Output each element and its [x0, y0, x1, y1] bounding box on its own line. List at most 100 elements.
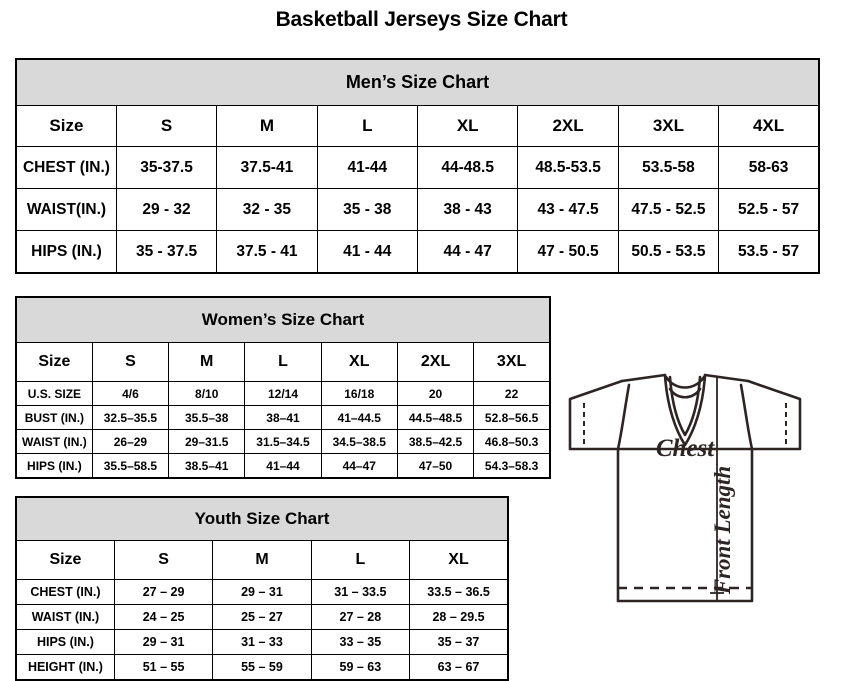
- youth-chest-s: 27 – 29: [113, 579, 214, 605]
- mens-chest-s: 35-37.5: [115, 146, 218, 189]
- womens-header-s: S: [91, 342, 170, 382]
- womens-hips-l: 41–44: [244, 453, 322, 479]
- womens-ussize-3xl: 22: [473, 381, 551, 406]
- womens-ussize-m: 8/10: [168, 381, 246, 406]
- left-shoulder-line: [620, 373, 667, 383]
- left-sleeve-seam: [616, 383, 631, 451]
- mens-row-label-hips: HIPS (IN.): [15, 230, 117, 274]
- womens-header-l: L: [244, 342, 322, 382]
- womens-ussize-2xl: 20: [396, 381, 475, 406]
- table-row: HIPS (IN.) 29 – 31 31 – 33 33 – 35 35 – …: [15, 629, 509, 655]
- youth-chest-xl: 33.5 – 36.5: [409, 579, 509, 605]
- mens-size-chart-table: Men’s Size Chart Size S M L XL 2XL 3XL 4…: [15, 58, 820, 274]
- youth-waist-l: 27 – 28: [310, 604, 411, 630]
- womens-header-2xl: 2XL: [396, 342, 475, 382]
- table-row: HIPS (IN.) 35.5–58.5 38.5–41 41–44 44–47…: [15, 453, 551, 479]
- youth-height-s: 51 – 55: [113, 654, 214, 681]
- mens-hips-2xl: 47 - 50.5: [517, 230, 619, 274]
- table-row: HEIGHT (IN.) 51 – 55 55 – 59 59 – 63 63 …: [15, 654, 509, 681]
- womens-waist-l: 31.5–34.5: [244, 429, 322, 454]
- youth-height-xl: 63 – 67: [409, 654, 509, 681]
- mens-header-row: Size S M L XL 2XL 3XL 4XL: [15, 105, 820, 147]
- youth-header-row: Size S M L XL: [15, 540, 509, 580]
- youth-waist-xl: 28 – 29.5: [409, 604, 509, 630]
- youth-header-size: Size: [15, 540, 115, 580]
- youth-hips-l: 33 – 35: [310, 629, 411, 655]
- mens-chest-3xl: 53.5-58: [617, 146, 720, 189]
- womens-ussize-s: 4/6: [91, 381, 170, 406]
- mens-hips-3xl: 50.5 - 53.5: [617, 230, 720, 274]
- womens-bust-l: 38–41: [244, 405, 322, 430]
- womens-row-label-us-size: U.S. SIZE: [15, 381, 93, 406]
- table-row: CHEST (IN.) 27 – 29 29 – 31 31 – 33.5 33…: [15, 579, 509, 605]
- chest-label: Chest: [656, 435, 715, 462]
- mens-hips-4xl: 53.5 - 57: [718, 230, 820, 274]
- womens-header-size: Size: [15, 342, 93, 382]
- collar-arc-lower: [668, 387, 702, 399]
- body-outline: [616, 447, 754, 603]
- youth-header-s: S: [113, 540, 214, 580]
- womens-hips-s: 35.5–58.5: [91, 453, 170, 479]
- mens-waist-3xl: 47.5 - 52.5: [617, 188, 720, 231]
- mens-waist-xl: 38 - 43: [416, 188, 519, 231]
- youth-chest-l: 31 – 33.5: [310, 579, 411, 605]
- womens-waist-2xl: 38.5–42.5: [396, 429, 475, 454]
- mens-waist-m: 32 - 35: [216, 188, 318, 231]
- table-row: BUST (IN.) 32.5–35.5 35.5–38 38–41 41–44…: [15, 405, 551, 430]
- womens-bust-s: 32.5–35.5: [91, 405, 170, 430]
- youth-hips-xl: 35 – 37: [409, 629, 509, 655]
- womens-waist-3xl: 46.8–50.3: [473, 429, 551, 454]
- table-row: U.S. SIZE 4/6 8/10 12/14 16/18 20 22: [15, 381, 551, 406]
- mens-chest-xl: 44-48.5: [416, 146, 519, 189]
- jersey-measurement-diagram: Chest Front Length: [530, 355, 840, 645]
- mens-row-label-chest: CHEST (IN.): [15, 146, 117, 189]
- womens-row-label-waist: WAIST (IN.): [15, 429, 93, 454]
- mens-header-4xl: 4XL: [718, 105, 820, 147]
- youth-size-chart-table: Youth Size Chart Size S M L XL CHEST (IN…: [15, 496, 509, 681]
- womens-bust-m: 35.5–38: [168, 405, 246, 430]
- womens-header-3xl: 3XL: [473, 342, 551, 382]
- mens-chest-m: 37.5-41: [216, 146, 318, 189]
- mens-banner-row: Men’s Size Chart: [15, 58, 820, 106]
- womens-banner-row: Women’s Size Chart: [15, 296, 551, 343]
- mens-header-2xl: 2XL: [517, 105, 619, 147]
- youth-banner-row: Youth Size Chart: [15, 496, 509, 541]
- collar-arc-upper: [664, 375, 706, 389]
- mens-header-l: L: [316, 105, 419, 147]
- womens-row-label-hips: HIPS (IN.): [15, 453, 93, 479]
- womens-banner-title: Women’s Size Chart: [15, 296, 551, 343]
- womens-header-m: M: [168, 342, 246, 382]
- mens-waist-4xl: 52.5 - 57: [718, 188, 820, 231]
- table-row: HIPS (IN.) 35 - 37.5 37.5 - 41 41 - 44 4…: [15, 230, 820, 274]
- mens-waist-l: 35 - 38: [316, 188, 419, 231]
- table-row: CHEST (IN.) 35-37.5 37.5-41 41-44 44-48.…: [15, 146, 820, 189]
- mens-hips-s: 35 - 37.5: [115, 230, 218, 274]
- youth-height-l: 59 – 63: [310, 654, 411, 681]
- page-title: Basketball Jerseys Size Chart: [275, 8, 568, 31]
- womens-bust-2xl: 44.5–48.5: [396, 405, 475, 430]
- youth-waist-m: 25 – 27: [212, 604, 312, 630]
- youth-waist-s: 24 – 25: [113, 604, 214, 630]
- womens-size-chart-table: Women’s Size Chart Size S M L XL 2XL 3XL…: [15, 296, 551, 479]
- right-shoulder-line: [703, 373, 750, 383]
- left-sleeve-outline: [568, 379, 624, 451]
- youth-header-l: L: [310, 540, 411, 580]
- mens-header-s: S: [115, 105, 218, 147]
- mens-row-label-waist: WAIST(IN.): [15, 188, 117, 231]
- youth-chest-m: 29 – 31: [212, 579, 312, 605]
- mens-header-xl: XL: [416, 105, 519, 147]
- womens-hips-2xl: 47–50: [396, 453, 475, 479]
- youth-header-m: M: [212, 540, 312, 580]
- mens-hips-xl: 44 - 47: [416, 230, 519, 274]
- mens-banner-title: Men’s Size Chart: [15, 58, 820, 106]
- youth-row-label-waist: WAIST (IN.): [15, 604, 115, 630]
- womens-header-row: Size S M L XL 2XL 3XL: [15, 342, 551, 382]
- womens-ussize-xl: 16/18: [320, 381, 398, 406]
- table-row: WAIST(IN.) 29 - 32 32 - 35 35 - 38 38 - …: [15, 188, 820, 231]
- right-sleeve-seam: [739, 383, 754, 451]
- mens-header-size: Size: [15, 105, 117, 147]
- mens-chest-2xl: 48.5-53.5: [517, 146, 619, 189]
- womens-waist-m: 29–31.5: [168, 429, 246, 454]
- mens-hips-l: 41 - 44: [316, 230, 419, 274]
- womens-ussize-l: 12/14: [244, 381, 322, 406]
